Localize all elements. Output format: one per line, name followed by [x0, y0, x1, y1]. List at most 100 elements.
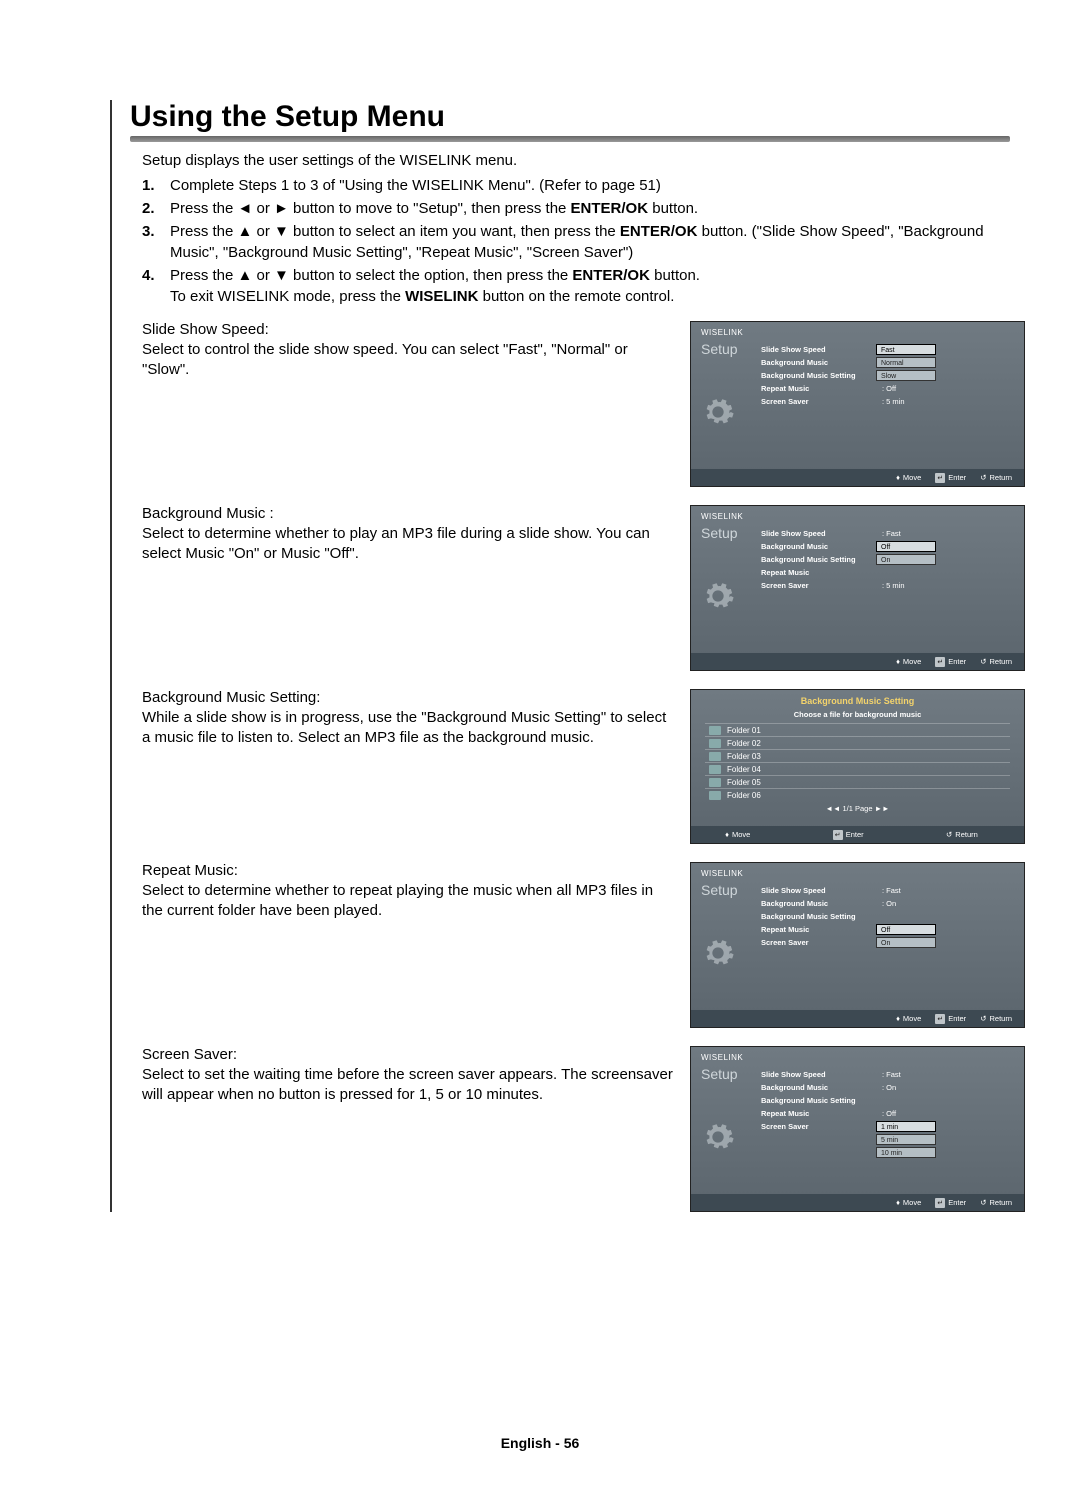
tv-menu-item[interactable]: 5 min	[761, 1133, 1012, 1146]
section-repeat: Repeat Music: Select to determine whethe…	[112, 862, 1030, 1028]
tv-option[interactable]: On	[876, 554, 936, 565]
tv-screenshot-repeat: WISELINK Setup Slide Show Speed: Fast Ba…	[690, 862, 1025, 1028]
tv-menu-item[interactable]: Background Music Setting	[761, 1094, 1012, 1107]
tv-menu-item[interactable]: Screen Saver1 min	[761, 1120, 1012, 1133]
folder-row[interactable]: Folder 01	[705, 723, 1010, 736]
tv-option[interactable]: Normal	[876, 357, 936, 368]
tv-option[interactable]: Off	[876, 924, 936, 935]
footer-move: ♦Move	[896, 1198, 921, 1207]
folder-row[interactable]: Folder 02	[705, 736, 1010, 749]
tv-setup-label: Setup	[701, 341, 761, 357]
steps-list: 1. Complete Steps 1 to 3 of "Using the W…	[112, 175, 1030, 307]
footer-return: ↺Return	[946, 830, 978, 839]
section-body: While a slide show is in progress, use t…	[142, 708, 676, 749]
tv-screenshot-bgmsetting: Background Music Setting Choose a file f…	[690, 689, 1025, 844]
tv-option[interactable]: 5 min	[876, 1134, 936, 1145]
step-body: Press the ▲ or ▼ button to select the op…	[170, 265, 1030, 307]
section-title: Screen Saver:	[142, 1046, 676, 1063]
footer-move: ♦Move	[896, 473, 921, 482]
section-bgmusic: Background Music : Select to determine w…	[112, 505, 1030, 671]
section-body: Select to control the slide show speed. …	[142, 340, 676, 381]
tv-setup-label: Setup	[701, 1066, 761, 1082]
tv-setup-label: Setup	[701, 525, 761, 541]
tv-footer: ♦Move ↵Enter ↺Return	[691, 826, 1024, 843]
tv-screenshot-slideshow: WISELINK Setup Slide Show SpeedFast Back…	[690, 321, 1025, 487]
section-bgmsetting: Background Music Setting: While a slide …	[112, 689, 1030, 844]
folder-row[interactable]: Folder 04	[705, 762, 1010, 775]
tv-footer: ♦Move ↵Enter ↺Return	[691, 1194, 1024, 1211]
section-body: Select to set the waiting time before th…	[142, 1065, 676, 1106]
tv-option[interactable]: Off	[876, 541, 936, 552]
footer-return: ↺Return	[980, 473, 1012, 482]
tv-brand: WISELINK	[691, 869, 1024, 880]
footer-return: ↺Return	[980, 1014, 1012, 1023]
tv-menu-item[interactable]: Repeat Music: Off	[761, 1107, 1012, 1120]
footer-enter: ↵Enter	[935, 473, 966, 483]
tv-screenshot-bgmusic: WISELINK Setup Slide Show Speed: Fast Ba…	[690, 505, 1025, 671]
title-rule	[130, 136, 1010, 142]
tv-option[interactable]: 1 min	[876, 1121, 936, 1132]
folder-row[interactable]: Folder 05	[705, 775, 1010, 788]
tv-menu-item[interactable]: Background Music: On	[761, 1081, 1012, 1094]
step-body: Press the ◄ or ► button to move to "Setu…	[170, 198, 1030, 219]
section-slideshow: Slide Show Speed: Select to control the …	[112, 321, 1030, 487]
tv-menu-item[interactable]: Repeat Music	[761, 566, 1012, 579]
tv-menu-item[interactable]: 10 min	[761, 1146, 1012, 1159]
title-block: Using the Setup Menu	[112, 100, 1030, 142]
section-screensaver: Screen Saver: Select to set the waiting …	[112, 1046, 1030, 1212]
tv-menu-item[interactable]: Repeat MusicOff	[761, 923, 1012, 936]
tv-footer: ♦Move ↵Enter ↺Return	[691, 653, 1024, 670]
footer-enter: ↵Enter	[935, 1198, 966, 1208]
tv-brand: WISELINK	[691, 1053, 1024, 1064]
step-num: 1.	[142, 175, 170, 196]
folder-icon	[709, 791, 721, 800]
tv-menu-item[interactable]: Slide Show Speed: Fast	[761, 1068, 1012, 1081]
tv-menu-item[interactable]: Background MusicNormal	[761, 356, 1012, 369]
tv-menu-item[interactable]: Background Music: On	[761, 897, 1012, 910]
footer-return: ↺Return	[980, 657, 1012, 666]
tv-menu-item[interactable]: Repeat Music: Off	[761, 382, 1012, 395]
step-1: 1. Complete Steps 1 to 3 of "Using the W…	[142, 175, 1030, 196]
footer-move: ♦Move	[896, 657, 921, 666]
tv-menu-item[interactable]: Screen Saver: 5 min	[761, 579, 1012, 592]
tv-menu-item[interactable]: Screen Saver: 5 min	[761, 395, 1012, 408]
gear-icon	[701, 579, 735, 613]
tv-footer: ♦Move ↵Enter ↺Return	[691, 469, 1024, 486]
folder-row[interactable]: Folder 03	[705, 749, 1010, 762]
step-body: Complete Steps 1 to 3 of "Using the WISE…	[170, 175, 1030, 196]
tv-option[interactable]: Slow	[876, 370, 936, 381]
tv-menu-item[interactable]: Background MusicOff	[761, 540, 1012, 553]
tv-brand: WISELINK	[691, 328, 1024, 339]
page-title: Using the Setup Menu	[130, 100, 1030, 134]
section-title: Repeat Music:	[142, 862, 676, 879]
step-4: 4. Press the ▲ or ▼ button to select the…	[142, 265, 1030, 307]
step-num: 2.	[142, 198, 170, 219]
tv-menu-item[interactable]: Slide Show Speed: Fast	[761, 884, 1012, 897]
tv-menu-item[interactable]: Background Music SettingSlow	[761, 369, 1012, 382]
tv-screenshot-screensaver: WISELINK Setup Slide Show Speed: Fast Ba…	[690, 1046, 1025, 1212]
folder-row[interactable]: Folder 06	[705, 788, 1010, 801]
tv-option[interactable]: On	[876, 937, 936, 948]
tv-option[interactable]: Fast	[876, 344, 936, 355]
bgms-sub: Choose a file for background music	[705, 710, 1010, 719]
manual-page: Using the Setup Menu Setup displays the …	[110, 100, 1030, 1212]
section-body: Select to determine whether to repeat pl…	[142, 881, 676, 922]
section-body: Select to determine whether to play an M…	[142, 524, 676, 565]
step-num: 3.	[142, 221, 170, 263]
tv-menu-item[interactable]: Slide Show SpeedFast	[761, 343, 1012, 356]
intro-text: Setup displays the user settings of the …	[112, 152, 1030, 169]
folder-icon	[709, 778, 721, 787]
tv-menu-item[interactable]: Background Music Setting	[761, 910, 1012, 923]
folder-icon	[709, 752, 721, 761]
tv-option[interactable]: 10 min	[876, 1147, 936, 1158]
tv-brand: WISELINK	[691, 512, 1024, 523]
footer-enter: ↵Enter	[833, 830, 864, 840]
folder-icon	[709, 739, 721, 748]
tv-menu-item[interactable]: Background Music SettingOn	[761, 553, 1012, 566]
footer-enter: ↵Enter	[935, 1014, 966, 1024]
step-3: 3. Press the ▲ or ▼ button to select an …	[142, 221, 1030, 263]
page-footer: English - 56	[0, 1435, 1080, 1451]
tv-menu-item[interactable]: Screen SaverOn	[761, 936, 1012, 949]
tv-menu-item[interactable]: Slide Show Speed: Fast	[761, 527, 1012, 540]
footer-move: ♦Move	[725, 830, 750, 839]
